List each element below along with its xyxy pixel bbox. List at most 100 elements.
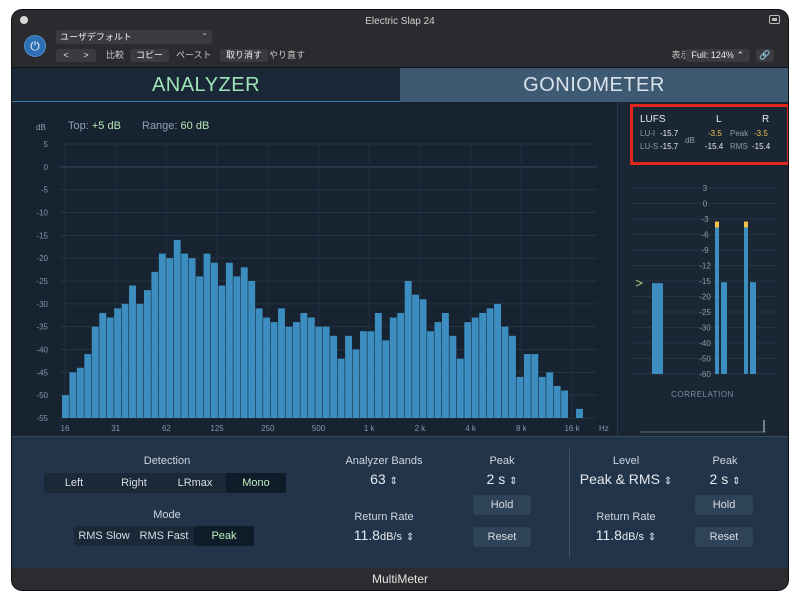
lu-i-label: LU-I (640, 129, 656, 138)
right-channel-peak-hold (744, 221, 748, 228)
left-channel-peak-hold (715, 221, 719, 228)
x-tick-label: 16 k (564, 424, 580, 433)
detection-left[interactable]: Left (64, 477, 84, 489)
level-stepper[interactable]: Peak & RMS ⇕ (567, 471, 685, 487)
mode-selector: RMS Slow RMS Fast Peak (74, 526, 254, 546)
range-readout: Range: 60 dB (142, 120, 209, 132)
reset-button-2[interactable]: Reset (695, 527, 753, 547)
plugin-window: Electric Slap 24 ⏻ ユーザデフォルト ⌃ < > 比較 コピー… (12, 10, 788, 590)
mode-peak[interactable]: Peak (194, 526, 254, 546)
spectrum-bar (561, 390, 569, 418)
spectrum-bar (151, 271, 159, 418)
meter-scale-label: -12 (699, 262, 711, 271)
detection-lrmax[interactable]: LRmax (177, 477, 213, 489)
spectrum-bar (76, 367, 84, 418)
mode-rms-fast[interactable]: RMS Fast (139, 530, 189, 542)
spectrum-bar (114, 308, 122, 418)
spectrum-bar (84, 354, 92, 418)
return-rate-stepper-2[interactable]: 11.8dB/s ⇕ (567, 527, 685, 543)
spectrum-bar (523, 354, 531, 418)
x-tick-label: 62 (162, 424, 171, 433)
return-rate-stepper-1[interactable]: 11.8dB/s ⇕ (324, 527, 444, 543)
link-icon[interactable]: 🔗 (756, 49, 774, 62)
y-tick-label: -20 (36, 254, 48, 263)
compare-button[interactable]: 比較 (106, 50, 125, 60)
analyzer-bands-stepper[interactable]: 63 ⇕ (324, 471, 444, 487)
close-dot-icon[interactable] (20, 16, 28, 24)
mode-rms-slow[interactable]: RMS Slow (78, 530, 130, 542)
spectrum-bar (337, 358, 345, 418)
meter-scale-label: -9 (701, 246, 709, 255)
power-button[interactable]: ⏻ (24, 35, 46, 57)
preset-dropdown[interactable]: ユーザデフォルト ⌃ (56, 30, 212, 44)
top-value[interactable]: +5 dB (91, 120, 121, 132)
hold-button-1[interactable]: Hold (473, 495, 531, 515)
peak-stepper-2[interactable]: 2 s ⇕ (695, 471, 755, 487)
meter-scale-label: -15 (699, 277, 711, 286)
peak-stepper-1[interactable]: 2 s ⇕ (472, 471, 532, 487)
right-channel-rms-bar (750, 282, 756, 374)
spectrum-bar (143, 290, 151, 418)
meter-scale-label: 3 (703, 184, 708, 193)
meter-scale-label: -3 (701, 215, 709, 224)
spectrum-bar (62, 395, 69, 418)
next-preset-button[interactable]: > (83, 50, 89, 60)
range-value[interactable]: 60 dB (180, 120, 210, 132)
spectrum-bar (99, 312, 107, 418)
spectrum-bar (285, 326, 293, 418)
spectrum-bar (255, 308, 263, 418)
prev-preset-button[interactable]: < (63, 50, 69, 60)
spectrum-bar (449, 335, 457, 418)
detection-right[interactable]: Right (121, 477, 147, 489)
undo-button[interactable]: 取り消す (220, 49, 269, 62)
chevron-updown-icon: ⇕ (405, 532, 415, 543)
reset-button-1[interactable]: Reset (473, 527, 531, 547)
spectrum-bar (360, 331, 367, 418)
analyzer-bands-label: Analyzer Bands (345, 455, 423, 467)
rms-label: RMS (730, 142, 748, 151)
detection-mono[interactable]: Mono (226, 473, 286, 493)
peak-value-1: 2 s (486, 471, 506, 487)
return-rate-value-1: 11.8 (353, 527, 380, 543)
l-peak-value: -3.5 (708, 129, 722, 138)
meter-scale-label: -20 (699, 293, 711, 302)
peak-value-2: 2 s (709, 471, 729, 487)
spectrum-bar (69, 372, 77, 418)
zoom-dropdown[interactable]: Full: 124% ⌃ (685, 49, 750, 62)
spectrum-bar (248, 281, 256, 418)
spectrum-bar (419, 299, 427, 418)
tab-analyzer[interactable]: ANALYZER (12, 68, 400, 102)
spectrum-bar (218, 285, 226, 418)
level-meter-panel: 3 0 -3 -6 -9 -12 -15 -20 -25 -30 -40 -50 -60 (617, 102, 788, 436)
x-tick-label: 16 (61, 424, 70, 433)
y-tick-label: -15 (36, 231, 48, 240)
tab-goniometer[interactable]: GONIOMETER (400, 68, 788, 102)
redo-button[interactable]: やり直す (269, 50, 306, 60)
chevron-updown-icon: ⇕ (647, 532, 657, 543)
spectrum-bar (367, 331, 375, 418)
plugin-name-footer: MultiMeter (12, 568, 788, 590)
lufs-meter-bar (652, 283, 663, 374)
peak-label: Peak (730, 129, 749, 138)
spectrum-bar (106, 317, 114, 418)
level-label: Level (612, 455, 640, 467)
spectrum-bar (225, 262, 233, 418)
spectrum-bar (382, 340, 390, 418)
hold-button-2[interactable]: Hold (695, 495, 753, 515)
spectrum-bar (494, 303, 501, 418)
meter-scale-label: -6 (701, 231, 709, 240)
window-mode-icon[interactable] (769, 15, 780, 24)
spectrum-bar (479, 312, 487, 418)
spectrum-bar (270, 322, 278, 418)
y-tick-label: 0 (44, 163, 49, 172)
spectrum-bar (129, 285, 136, 418)
spectrum-bar (240, 267, 248, 418)
spectrum-bar (538, 376, 546, 418)
right-channel-peak-bar (744, 227, 748, 374)
lufs-db-label: dB (685, 136, 695, 145)
copy-button[interactable]: コピー (130, 49, 170, 62)
spectrum-bar (278, 308, 285, 418)
r-peak-value: -3.5 (754, 129, 768, 138)
paste-button[interactable]: ペースト (176, 50, 212, 60)
meter-scale-label: -30 (699, 324, 711, 333)
